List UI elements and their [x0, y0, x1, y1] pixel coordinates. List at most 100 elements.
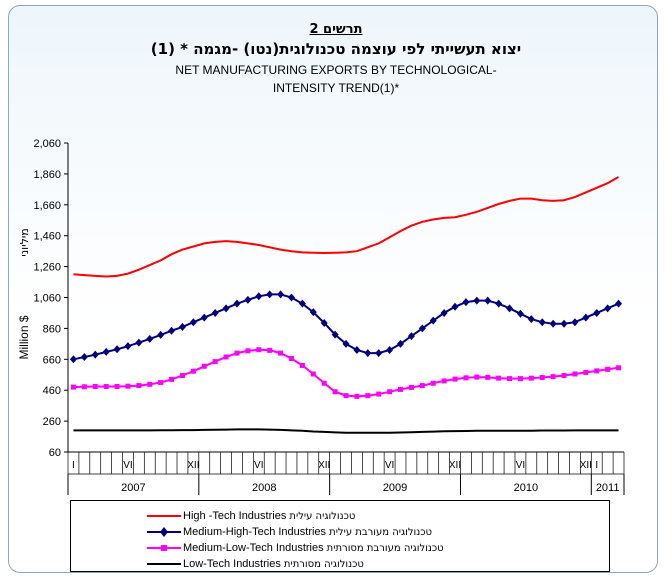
series-line-3	[73, 348, 619, 398]
legend-swatch	[147, 527, 181, 537]
data-point-square	[408, 384, 414, 390]
x-year-label: 2008	[252, 482, 276, 494]
legend-label-english: Low-Tech Industries	[183, 558, 284, 570]
data-point-square	[583, 369, 589, 375]
data-point-square	[343, 393, 349, 399]
x-year-label: 2010	[514, 482, 538, 494]
x-year-label: 2007	[121, 482, 145, 494]
data-point-diamond	[277, 290, 285, 299]
data-point-diamond	[407, 332, 415, 341]
data-point-diamond	[342, 339, 350, 348]
data-point-square	[561, 373, 567, 379]
legend-item: Medium-High-Tech Industries טכנולוגיה מע…	[71, 524, 601, 540]
data-point-square	[398, 386, 404, 392]
data-point-square	[539, 375, 545, 381]
data-point-diamond	[69, 355, 77, 364]
y-tick-label: 1,660	[33, 200, 61, 212]
series-line-1	[73, 176, 619, 278]
data-point-square	[616, 365, 622, 371]
data-point-diamond	[560, 319, 568, 328]
data-point-square	[485, 374, 491, 380]
data-point-diamond	[593, 308, 601, 317]
data-point-diamond	[168, 326, 176, 335]
data-point-diamond	[211, 308, 219, 317]
data-point-square	[169, 376, 175, 382]
data-point-square	[419, 383, 425, 389]
data-point-square	[474, 374, 480, 380]
data-point-diamond	[244, 295, 252, 304]
data-point-diamond	[353, 346, 361, 355]
data-point-diamond	[178, 322, 186, 331]
data-point-square	[507, 376, 513, 382]
data-point-square	[81, 384, 87, 390]
legend-label-english: Medium-Low-Tech Industries	[183, 542, 327, 554]
legend-label: Medium-High-Tech Industries טכנולוגיה מע…	[183, 524, 432, 541]
y-tick-label: 1,460	[33, 231, 61, 243]
legend-label-hebrew: טכנולוגיה עילית	[289, 511, 356, 522]
data-point-diamond	[429, 316, 437, 325]
data-point-square	[517, 376, 523, 382]
data-point-diamond	[287, 293, 295, 302]
y-axis-label: Million $	[17, 315, 31, 359]
data-point-diamond	[538, 318, 546, 327]
data-point-square	[387, 389, 393, 395]
data-point-square	[332, 389, 338, 395]
legend-item: Medium-Low-Tech Industries טכנולוגיה מעו…	[71, 540, 601, 556]
y-tick-label: 60	[49, 447, 61, 459]
y-tick-label: 660	[43, 354, 61, 366]
legend-item: High -Tech Industries טכנולוגיה עילית	[71, 508, 601, 524]
x-month-label: XII	[187, 460, 199, 471]
legend-label-hebrew: טכנולוגיה מסורתית	[283, 559, 364, 570]
data-point-square	[70, 384, 76, 390]
data-point-diamond	[102, 347, 110, 356]
chart-frame	[8, 5, 658, 573]
data-point-square	[572, 371, 578, 377]
data-point-square	[114, 383, 120, 389]
y-tick-label: 1,260	[33, 262, 61, 274]
legend: High -Tech Industries טכנולוגיה עילית Med…	[70, 500, 610, 572]
data-point-square	[179, 373, 185, 379]
data-point-diamond	[320, 318, 328, 327]
legend-label-hebrew: טכנולוגיה מעורבת עילית	[329, 527, 433, 538]
x-year-label: 2011	[596, 482, 620, 494]
data-point-diamond	[200, 313, 208, 322]
data-point-square	[278, 350, 284, 356]
data-point-square	[441, 378, 447, 384]
data-point-square	[354, 393, 360, 399]
data-point-square	[267, 347, 273, 353]
data-point-diamond	[615, 299, 623, 308]
data-point-square	[310, 371, 316, 377]
data-point-diamond	[135, 338, 143, 347]
x-month-label: XII	[449, 460, 461, 471]
legend-label-hebrew: טכנולוגיה מעורבת מסורתית	[326, 543, 444, 554]
y-tick-label: 260	[43, 416, 61, 428]
data-point-diamond	[506, 304, 514, 313]
x-month-label: VI	[516, 460, 525, 471]
data-point-diamond	[549, 319, 557, 328]
data-point-square	[365, 393, 371, 399]
data-point-diamond	[516, 309, 524, 318]
y-tick-label: 1,860	[33, 169, 61, 181]
data-point-diamond	[113, 345, 121, 354]
data-point-square	[103, 383, 109, 389]
data-point-square	[605, 366, 611, 372]
data-point-square	[212, 359, 218, 365]
series-line-4	[73, 428, 619, 434]
x-month-label: VI	[254, 460, 263, 471]
data-point-diamond	[364, 349, 372, 358]
data-point-square	[288, 356, 294, 362]
data-point-square	[125, 383, 131, 389]
x-year-label: 2009	[383, 482, 407, 494]
data-point-diamond	[451, 302, 459, 311]
x-month-label: I	[72, 460, 75, 471]
data-point-diamond	[582, 313, 590, 322]
data-point-square	[594, 368, 600, 374]
data-point-square	[321, 380, 327, 386]
data-point-square	[452, 376, 458, 382]
data-point-square	[376, 391, 382, 397]
line-chart: 60 260 460 660 860 1,060 1,260 1,460 1,660 1,860 2…	[17, 138, 625, 495]
title-english-line1: NET MANUFACTURING EXPORTS BY TECHNOLOGIC…	[175, 63, 497, 77]
x-month-label: I	[595, 460, 598, 471]
title-english-line2: INTENSITY TREND(1)*	[272, 81, 400, 95]
data-point-diamond	[473, 296, 481, 305]
